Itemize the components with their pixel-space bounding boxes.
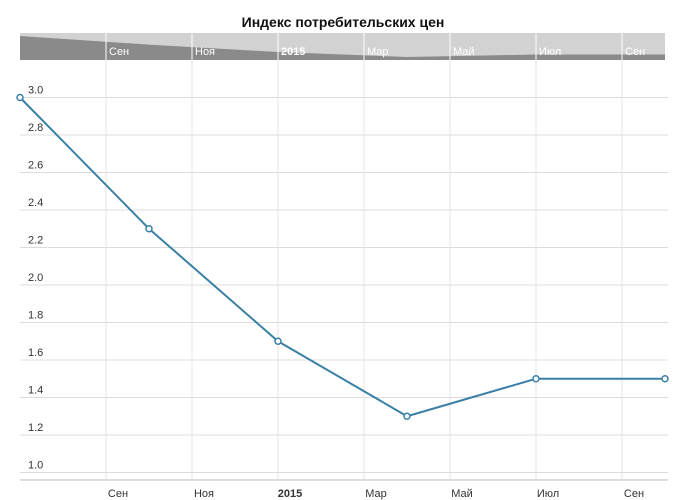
navigator-label: Сен — [625, 46, 645, 58]
data-point — [274, 337, 282, 345]
data-point — [532, 375, 540, 383]
y-tick-label: 1.2 — [28, 422, 43, 434]
data-point — [661, 375, 669, 383]
y-tick-label: 1.0 — [28, 460, 43, 472]
y-tick-label: 2.4 — [28, 197, 43, 209]
data-point — [145, 225, 153, 233]
y-tick-label: 1.8 — [28, 310, 43, 322]
y-tick-label: 3.0 — [28, 85, 43, 97]
navigator-label: 2015 — [281, 46, 305, 58]
x-tick-label: Май — [451, 488, 473, 500]
navigator-label: Ноя — [195, 46, 215, 58]
y-tick-label: 2.8 — [28, 122, 43, 134]
x-tick-label: Сен — [108, 488, 128, 500]
data-point — [16, 93, 24, 102]
chart-title: Индекс потребительских цен — [242, 14, 445, 30]
y-tick-label: 1.4 — [28, 385, 43, 397]
x-tick-label: Июл — [537, 488, 559, 500]
x-tick-label: 2015 — [278, 488, 302, 500]
x-tick-label: Ноя — [194, 488, 214, 500]
x-tick-label: Сен — [624, 488, 644, 500]
navigator-label: Июл — [539, 46, 561, 58]
y-tick-label: 2.0 — [28, 272, 43, 284]
y-tick-label: 2.2 — [28, 235, 43, 247]
y-tick-label: 2.6 — [28, 160, 43, 172]
navigator-label: Сен — [109, 46, 129, 58]
navigator-label: Мар — [367, 46, 389, 58]
series-line — [19, 96, 665, 418]
data-point — [403, 412, 411, 420]
navigator-label: Май — [453, 46, 475, 58]
x-tick-label: Мар — [365, 488, 387, 500]
navigator-area — [20, 36, 665, 60]
y-tick-label: 1.6 — [28, 347, 43, 359]
